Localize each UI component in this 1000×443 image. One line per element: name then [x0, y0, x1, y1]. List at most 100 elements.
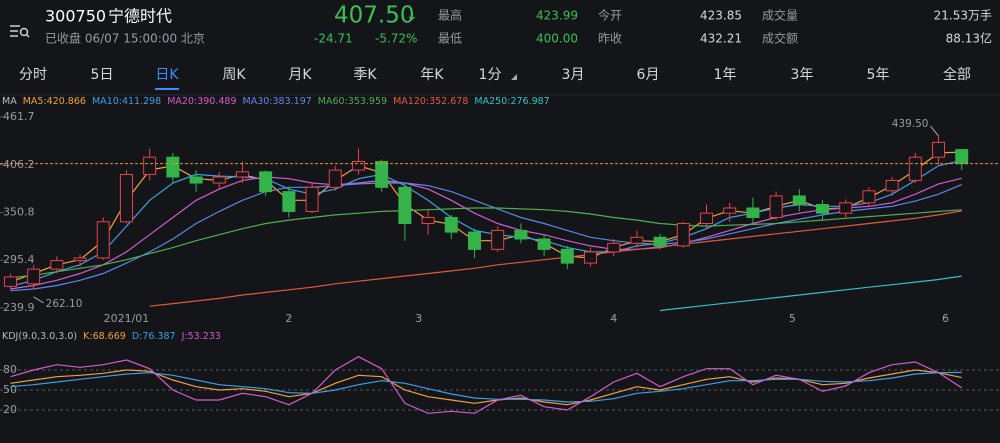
market-status: 已收盘 06/07 15:00:00 北京	[45, 31, 205, 46]
tab[interactable]: 5年	[867, 67, 890, 83]
indicator-label: KDJ(9.0,3.0,3.0)	[2, 331, 77, 342]
dropdown-caret[interactable]	[511, 74, 517, 80]
tab[interactable]: 6月	[637, 67, 660, 83]
x-tick-label: 3	[415, 312, 422, 325]
legend-name: MA5:	[23, 96, 47, 107]
candle-body	[398, 186, 412, 225]
candle-body	[166, 156, 180, 178]
candle-body	[630, 236, 644, 244]
candle-body	[189, 176, 203, 184]
candle-body	[328, 169, 342, 188]
indicator-line	[10, 207, 962, 279]
stat-value: 88.13亿	[946, 31, 992, 46]
stat-label: 今开	[598, 8, 622, 23]
tab[interactable]: 全部	[943, 66, 971, 83]
indicator-line	[660, 275, 962, 312]
candle-body	[514, 229, 528, 240]
tab[interactable]: 5日	[91, 67, 114, 83]
y-tick-label: 350.8	[3, 205, 35, 218]
candle-body	[955, 149, 969, 165]
candle-body	[583, 251, 597, 264]
legend-name: D:	[132, 331, 143, 342]
candle-body	[560, 248, 574, 264]
candle-body	[212, 176, 226, 184]
legend-value: 68.669	[93, 331, 126, 342]
legend-value: 411.298	[122, 96, 161, 107]
candle-body	[816, 204, 830, 214]
legend: MA MA5:420.866 MA10:411.298 MA20:390.489 MA3…	[2, 96, 550, 107]
legend-value: 390.489	[197, 96, 236, 107]
legend-name: MA250:	[474, 96, 510, 107]
legend-name: MA10:	[92, 96, 122, 107]
candle-body	[375, 161, 389, 188]
candle-body	[792, 195, 806, 206]
stat-label: 成交量	[762, 8, 798, 23]
candle-body	[723, 207, 737, 214]
price: 407.50	[334, 3, 414, 29]
change: -24.71	[314, 32, 353, 46]
candle-body	[607, 242, 621, 253]
legend-name: MA120:	[393, 96, 429, 107]
tab[interactable]: 分时	[19, 67, 47, 83]
tab[interactable]: 3年	[791, 67, 814, 83]
y-tick-label: 20	[3, 403, 17, 416]
low-annotation: 262.10	[46, 298, 83, 310]
legend-name: K:	[83, 331, 92, 342]
indicator-line	[149, 210, 962, 307]
legend-value: 420.866	[47, 96, 86, 107]
stat-label: 最低	[438, 32, 462, 46]
candle-body	[932, 141, 946, 158]
x-tick-label: 2	[285, 312, 292, 325]
candle-body	[351, 161, 365, 171]
stat-label: 最高	[438, 8, 462, 23]
candle-body	[839, 202, 853, 214]
indicator-line	[10, 182, 962, 292]
candle-body	[908, 156, 922, 181]
tab[interactable]: 季K	[353, 67, 377, 83]
candle-body	[769, 195, 783, 218]
kdj-chart: KDJ(9.0,3.0,3.0) K:68.669 D:76.387 J:53.233…	[0, 331, 1000, 416]
tab[interactable]: 月K	[288, 67, 312, 83]
high-annotation: 439.50	[892, 118, 929, 130]
x-tick-label: 4	[610, 312, 617, 325]
indicator-line	[10, 371, 962, 403]
legend-value: 76.387	[142, 331, 175, 342]
tab[interactable]: 日K	[155, 67, 179, 83]
stat-value: 423.99	[536, 9, 578, 23]
x-tick-label: 2021/01	[104, 312, 150, 325]
menu-icon[interactable]	[10, 25, 30, 38]
candle-body	[537, 238, 551, 250]
candle-body	[235, 171, 249, 178]
legend-value: 383.197	[273, 96, 312, 107]
tab[interactable]: 年K	[420, 67, 444, 83]
candle-body	[491, 229, 505, 250]
tab[interactable]: 1年	[714, 67, 737, 83]
candle-body	[96, 221, 110, 259]
tab[interactable]: 1分	[479, 67, 502, 83]
candle-body	[143, 156, 157, 175]
legend: KDJ(9.0,3.0,3.0) K:68.669 D:76.387 J:53.233	[2, 331, 221, 342]
stock-code: 300750	[45, 7, 106, 26]
stock-name: 宁德时代	[108, 7, 172, 26]
indicator-line	[10, 356, 963, 414]
legend-value: 352.678	[429, 96, 468, 107]
tab[interactable]: 周K	[222, 67, 246, 83]
candle-body	[862, 190, 876, 204]
legend-name: MA20:	[167, 96, 197, 107]
tab-underline	[155, 88, 179, 90]
tab[interactable]: 3月	[562, 67, 585, 83]
candle-body	[119, 173, 133, 223]
candle-body	[746, 207, 760, 218]
candle-body	[305, 186, 319, 212]
annotation-leader	[930, 125, 939, 137]
stat-value: 423.85	[700, 9, 742, 23]
legend-value: 353.959	[348, 96, 387, 107]
y-tick-label: 80	[3, 363, 17, 376]
stat-value: 21.53万手	[934, 9, 992, 23]
x-tick-label: 6	[942, 312, 949, 325]
candle-body	[27, 268, 41, 285]
candle-body	[676, 223, 690, 247]
candle-body	[885, 179, 899, 192]
candle-body	[3, 276, 17, 287]
candle-body	[467, 231, 481, 250]
